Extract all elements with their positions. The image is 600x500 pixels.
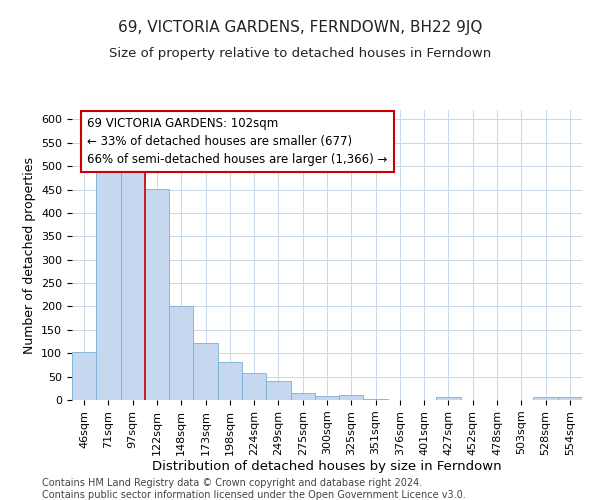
Text: Contains HM Land Registry data © Crown copyright and database right 2024.: Contains HM Land Registry data © Crown c…: [42, 478, 422, 488]
Bar: [145, 189, 169, 400]
Bar: [266, 381, 290, 400]
Bar: [169, 306, 193, 400]
Bar: [121, 172, 145, 400]
Bar: [290, 393, 315, 400]
Y-axis label: Number of detached properties: Number of detached properties: [23, 156, 35, 354]
Bar: [242, 373, 266, 400]
Bar: [315, 396, 339, 400]
Text: Contains public sector information licensed under the Open Government Licence v3: Contains public sector information licen…: [42, 490, 466, 500]
Text: Size of property relative to detached houses in Ferndown: Size of property relative to detached ho…: [109, 48, 491, 60]
Bar: [218, 362, 242, 400]
Text: 69 VICTORIA GARDENS: 102sqm
← 33% of detached houses are smaller (677)
66% of se: 69 VICTORIA GARDENS: 102sqm ← 33% of det…: [88, 117, 388, 166]
X-axis label: Distribution of detached houses by size in Ferndown: Distribution of detached houses by size …: [152, 460, 502, 473]
Text: 69, VICTORIA GARDENS, FERNDOWN, BH22 9JQ: 69, VICTORIA GARDENS, FERNDOWN, BH22 9JQ: [118, 20, 482, 35]
Bar: [436, 397, 461, 400]
Bar: [533, 397, 558, 400]
Bar: [193, 343, 218, 400]
Bar: [72, 352, 96, 400]
Bar: [558, 397, 582, 400]
Bar: [96, 172, 121, 400]
Bar: [339, 395, 364, 400]
Bar: [364, 398, 388, 400]
